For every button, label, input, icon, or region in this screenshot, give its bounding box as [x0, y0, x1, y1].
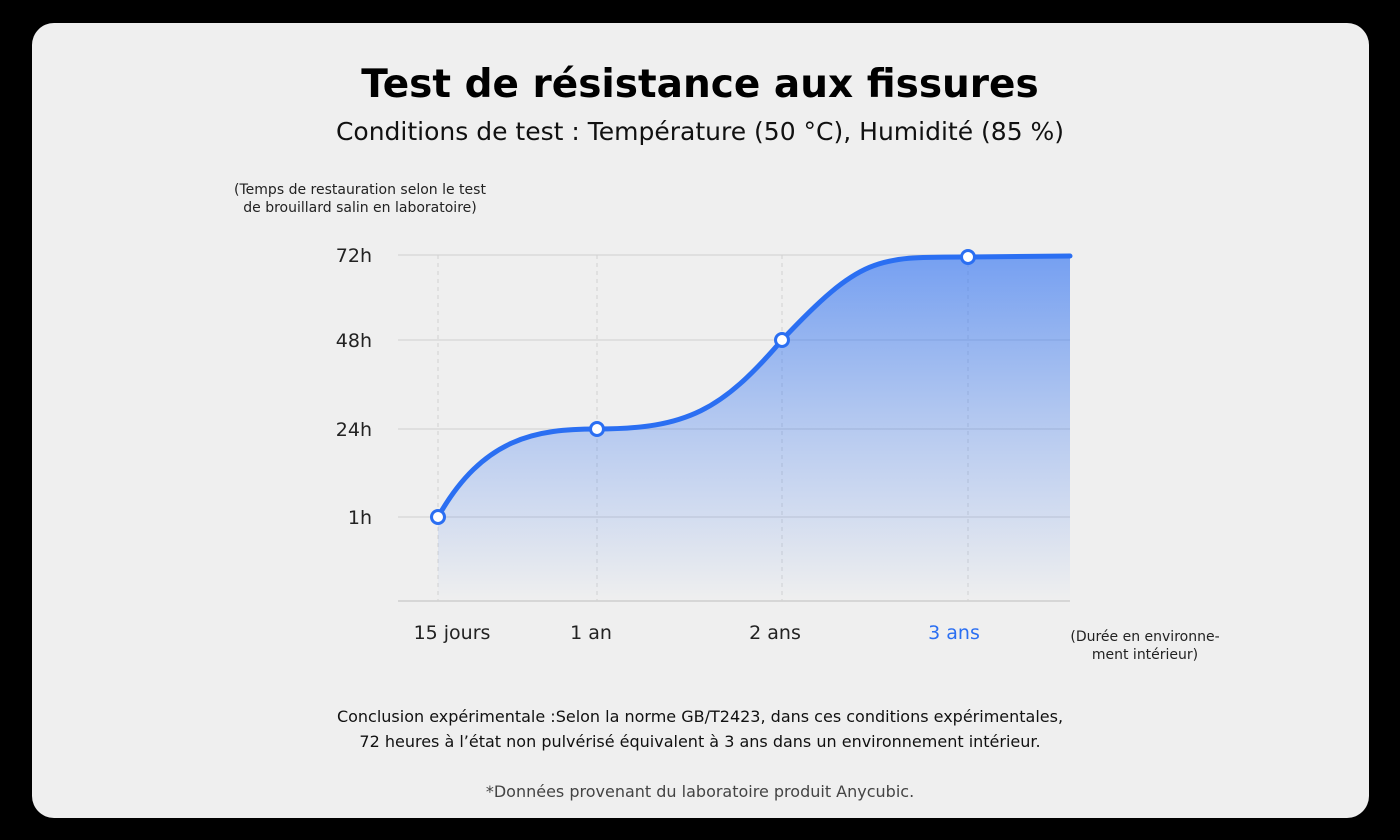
conclusion-line-2: 72 heures à l’état non pulvérisé équival…: [359, 732, 1041, 751]
data-point: [774, 332, 790, 348]
area-fill: [438, 256, 1070, 601]
chart-title: Test de résistance aux fissures: [361, 62, 1039, 107]
data-point: [589, 421, 605, 437]
chart-subtitle: Conditions de test : Température (50 °C)…: [335, 117, 1065, 146]
y-tick-label: 48h: [336, 330, 372, 352]
y-axis-label-line-1: (Temps de restauration selon le test: [234, 182, 486, 198]
x-tick-label: 15 jours: [414, 622, 491, 644]
source-note: *Données provenant du laboratoire produi…: [485, 782, 915, 801]
conclusion-line-1: Conclusion expérimentale :Selon la norme…: [336, 707, 1064, 726]
x-axis-label-line-1: (Durée en environne-: [1070, 629, 1220, 645]
x-tick-label: 3 ans: [928, 622, 980, 644]
series-line: [435, 253, 1073, 520]
data-point: [960, 249, 976, 265]
conclusion-text: Conclusion expérimentale :Selon la norme…: [0, 704, 1400, 754]
y-tick-label: 72h: [336, 245, 372, 267]
y-tick-label: 24h: [336, 419, 372, 441]
y-tick-label: 1h: [348, 507, 372, 529]
x-axis-label: (Durée en environne- ment intérieur): [1050, 628, 1240, 664]
x-axis-label-line-2: ment intérieur): [1091, 647, 1199, 663]
y-axis-label-line-2: de brouillard salin en laboratoire): [243, 200, 477, 216]
data-point: [430, 509, 446, 525]
x-tick-label: 1 an: [570, 622, 612, 644]
x-tick-label: 2 ans: [749, 622, 801, 644]
y-axis-label: (Temps de restauration selon le test de …: [210, 181, 510, 217]
